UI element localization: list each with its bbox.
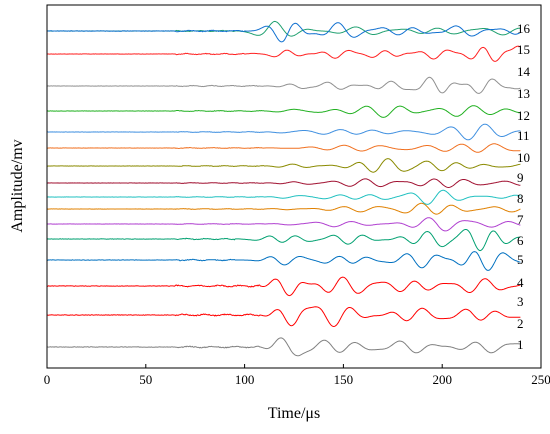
trace-line-14	[46, 76, 521, 94]
trace-line-1	[46, 337, 521, 357]
trace-line-13	[46, 105, 521, 118]
x-axis-title: Time/μs	[268, 405, 320, 422]
trace-label: 16	[517, 21, 531, 36]
trace-label: 8	[517, 191, 524, 206]
trace-label: 14	[517, 64, 531, 79]
trace-label: 15	[517, 42, 530, 57]
trace-line-15	[47, 45, 521, 62]
trace-line-11	[47, 143, 521, 153]
trace-label: 13	[517, 86, 530, 101]
trace-line-5	[46, 229, 521, 252]
waveform-traces	[46, 20, 521, 357]
x-axis-ticks: 0 50 100 150 200 250	[44, 364, 550, 387]
trace-label: 5	[517, 252, 524, 267]
trace-line-2	[46, 306, 521, 328]
x-tick-label: 250	[531, 372, 550, 387]
trace-label: 7	[517, 212, 524, 227]
x-tick-label: 0	[44, 372, 51, 387]
trace-line-9	[46, 178, 521, 189]
trace-line-7	[46, 202, 521, 215]
trace-label: 2	[517, 316, 524, 331]
trace-label: 9	[517, 170, 524, 185]
y-axis-title: Amplitude/mv	[9, 139, 26, 232]
trace-label: 11	[517, 128, 530, 143]
x-tick-label: 150	[334, 372, 354, 387]
trace-label: 10	[517, 150, 530, 165]
trace-label: 6	[517, 233, 524, 248]
trace-line-4	[46, 251, 521, 271]
trace-line-6	[47, 217, 521, 232]
trace-line-8	[47, 189, 521, 205]
trace-line-12	[47, 123, 521, 141]
trace-line-3	[47, 276, 521, 297]
plot-frame	[46, 4, 542, 369]
trace-label: 12	[517, 108, 530, 123]
trace-label: 4	[517, 275, 524, 290]
trace-line-10	[46, 158, 521, 173]
x-tick-label: 100	[235, 372, 255, 387]
x-tick-label: 50	[139, 372, 152, 387]
trace-label: 3	[517, 294, 524, 309]
x-tick-label: 200	[432, 372, 452, 387]
trace-label: 1	[517, 337, 524, 352]
trace-line-16	[46, 22, 521, 43]
